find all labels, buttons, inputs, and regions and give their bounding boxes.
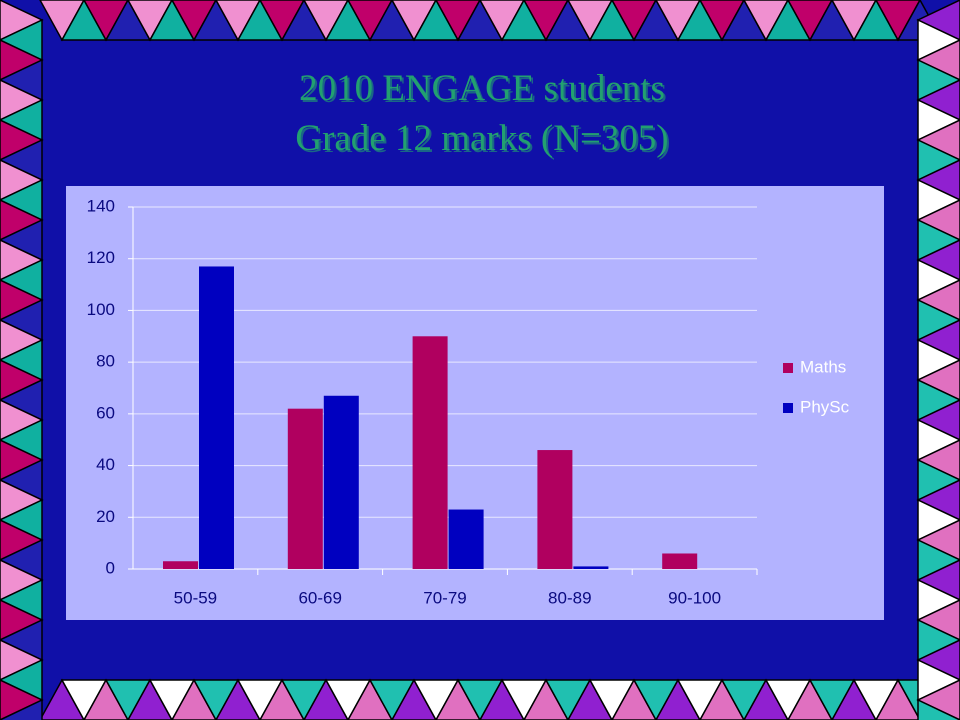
title-shadow: Grade 12 marks (N=305): [297, 120, 670, 161]
y-tick-label: 120: [87, 248, 115, 267]
border-triangle: [0, 698, 43, 720]
legend-label: Maths: [800, 357, 846, 376]
chart-title: Grade 12 marks (N=305): [295, 118, 668, 159]
y-tick-label: 20: [96, 507, 115, 526]
bar: [287, 408, 323, 569]
x-tick-label: 60-69: [298, 588, 341, 607]
bar: [163, 561, 198, 569]
border-triangle: [917, 698, 960, 720]
bar: [323, 395, 359, 569]
legend-swatch: [783, 363, 793, 373]
legend-label: PhySc: [800, 397, 850, 416]
y-tick-label: 40: [96, 455, 115, 474]
bar: [448, 509, 484, 569]
title-shadow: 2010 ENGAGE students: [301, 70, 667, 111]
legend-swatch: [783, 403, 793, 413]
y-tick-label: 0: [106, 558, 115, 577]
bar: [412, 336, 448, 569]
x-tick-label: 70-79: [423, 588, 466, 607]
bar: [662, 553, 698, 569]
x-tick-label: 90-100: [668, 588, 721, 607]
bar: [199, 266, 234, 569]
chart-title: 2010 ENGAGE students: [299, 68, 665, 109]
y-tick-label: 140: [87, 196, 115, 215]
y-tick-label: 100: [87, 300, 115, 319]
bar: [537, 450, 573, 569]
y-tick-label: 60: [96, 403, 115, 422]
bar: [573, 566, 609, 569]
x-tick-label: 80-89: [548, 588, 591, 607]
y-tick-label: 80: [96, 352, 115, 371]
x-tick-label: 50-59: [174, 588, 217, 607]
